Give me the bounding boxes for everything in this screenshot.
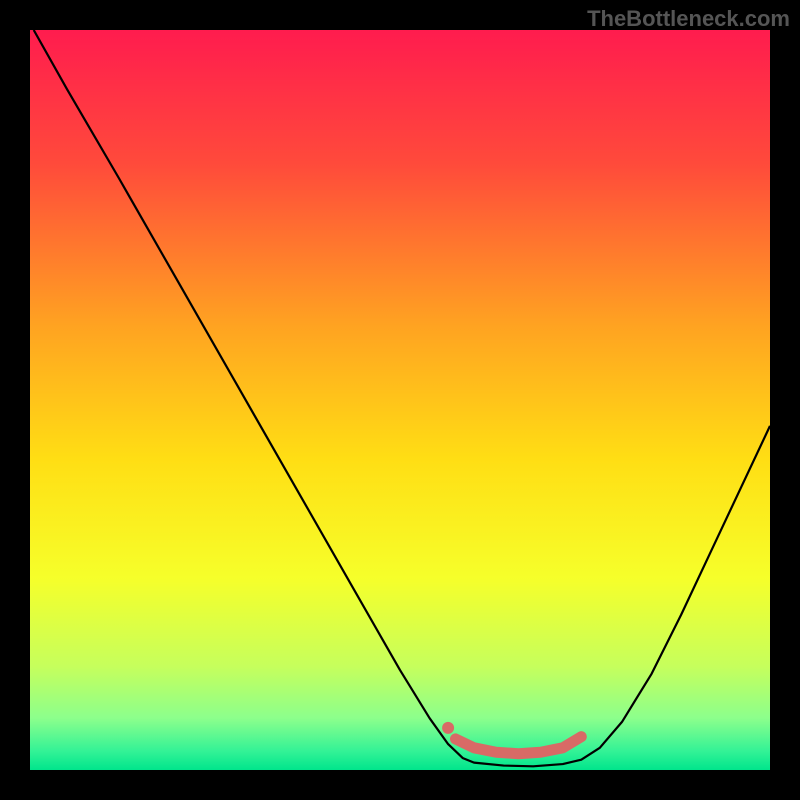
watermark-text: TheBottleneck.com [587,6,790,32]
chart-container: TheBottleneck.com [0,0,800,800]
bottleneck-curve-chart [30,30,770,770]
highlight-start-dot [442,722,454,734]
plot-area [30,30,770,770]
